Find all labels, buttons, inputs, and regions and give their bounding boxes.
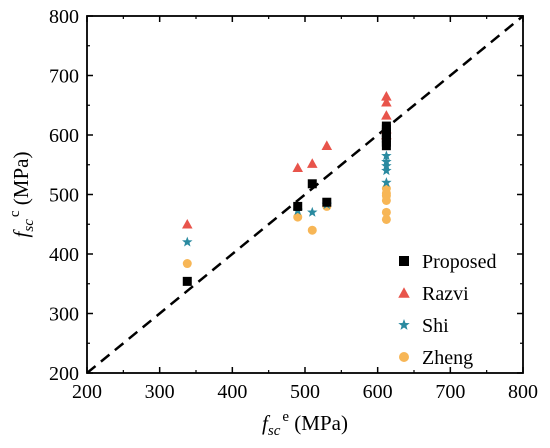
point-zheng <box>307 225 317 235</box>
reference-line-y-equals-x <box>86 15 524 374</box>
x-tick-label: 700 <box>435 381 465 403</box>
y-tick-label: 500 <box>49 185 79 207</box>
legend-label-zheng: Zheng <box>422 347 473 369</box>
legend-marker-zheng <box>399 352 409 362</box>
legend-marker-proposed <box>399 256 409 266</box>
point-razvi <box>182 218 193 229</box>
point-razvi <box>381 110 392 120</box>
legend-item-zheng: Zheng <box>399 347 473 369</box>
point-proposed <box>322 197 332 207</box>
series-zheng <box>182 184 391 269</box>
legend-marker-razvi <box>398 287 410 298</box>
point-zheng <box>182 259 192 269</box>
point-shi <box>381 156 392 167</box>
point-proposed <box>381 121 391 131</box>
y-tick-label: 600 <box>49 125 79 147</box>
point-shi <box>381 177 392 188</box>
legend-item-proposed: Proposed <box>399 251 496 273</box>
point-razvi <box>381 97 392 107</box>
point-proposed <box>182 276 192 286</box>
y-axis-label: fscc (MPa) <box>7 152 37 238</box>
point-zheng <box>293 212 303 222</box>
point-shi <box>381 150 392 161</box>
point-proposed <box>293 201 303 211</box>
legend-label-razvi: Razvi <box>422 283 469 305</box>
point-zheng <box>381 195 391 205</box>
y-tick-label: 400 <box>49 244 79 266</box>
y-tick-label: 800 <box>49 6 79 28</box>
y-tick-label: 300 <box>49 304 79 326</box>
series-proposed <box>182 121 391 286</box>
point-shi <box>307 206 318 217</box>
legend-item-shi: Shi <box>398 315 449 337</box>
point-zheng <box>381 207 391 217</box>
x-tick-label: 500 <box>290 381 320 403</box>
point-shi <box>182 236 193 247</box>
x-tick-label: 300 <box>145 381 175 403</box>
x-tick-label: 200 <box>72 381 102 403</box>
legend-marker-shi <box>398 319 410 330</box>
point-proposed <box>307 179 317 189</box>
x-tick-label: 800 <box>508 381 538 403</box>
legend-item-razvi: Razvi <box>398 283 469 305</box>
point-shi <box>381 165 392 176</box>
point-razvi <box>292 162 304 172</box>
point-zheng <box>381 188 391 198</box>
y-tick-label: 700 <box>49 66 79 88</box>
point-razvi <box>306 158 318 168</box>
y-tick-label: 200 <box>49 363 79 385</box>
legend-label-proposed: Proposed <box>422 251 496 273</box>
x-axis-label: fsce (MPa) <box>262 409 348 439</box>
x-tick-label: 600 <box>363 381 393 403</box>
point-proposed <box>381 141 391 151</box>
point-razvi <box>381 91 392 101</box>
legend-label-shi: Shi <box>422 315 449 337</box>
x-tick-label: 400 <box>217 381 247 403</box>
point-zheng <box>381 214 391 224</box>
series-shi <box>182 150 392 247</box>
legend: Proposed Razvi Shi Zheng <box>398 251 496 369</box>
point-razvi <box>321 140 333 150</box>
